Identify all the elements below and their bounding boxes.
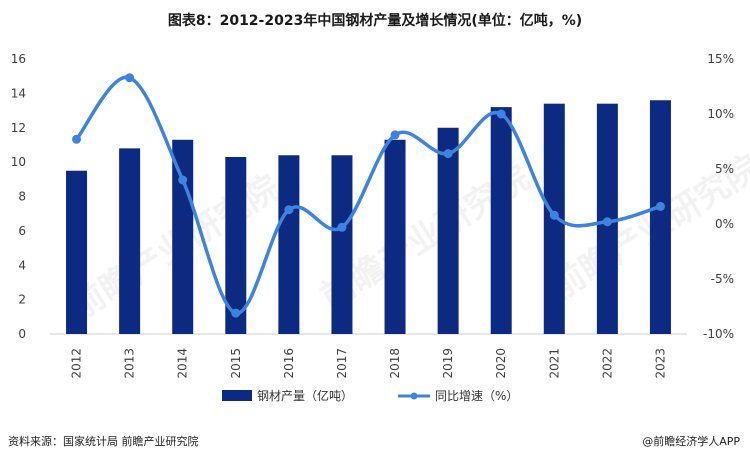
- y-right-tick-label: 10%: [707, 107, 734, 121]
- x-tick-label: 2012: [70, 348, 84, 379]
- x-tick-label: 2019: [441, 348, 455, 379]
- bar: [278, 155, 300, 334]
- x-tick-label: 2013: [123, 348, 137, 379]
- legend: 钢材产量（亿吨） 同比增速（%）: [222, 388, 518, 403]
- y-right-tick-label: 0%: [715, 217, 734, 231]
- bar: [490, 107, 512, 334]
- bar: [649, 100, 671, 334]
- y-left-tick-label: 10: [11, 155, 26, 169]
- x-tick-label: 2018: [388, 348, 402, 379]
- x-tick-label: 2014: [176, 348, 190, 379]
- growth-point: [125, 73, 135, 83]
- growth-point: [549, 210, 559, 220]
- bar: [172, 139, 194, 334]
- legend-bar-label: 钢材产量（亿吨）: [257, 388, 353, 403]
- x-tick-label: 2023: [653, 348, 667, 379]
- growth-point: [178, 175, 188, 185]
- x-tick-label: 2021: [547, 348, 561, 379]
- growth-point: [284, 205, 294, 215]
- growth-point: [337, 222, 347, 232]
- growth-point: [496, 109, 506, 119]
- legend-bar-swatch: [222, 390, 252, 401]
- y-left-tick-label: 2: [18, 293, 26, 307]
- x-tick-label: 2016: [282, 348, 296, 379]
- chart-title: 图表8：2012-2023年中国钢材产量及增长情况(单位：亿吨，%): [167, 13, 583, 29]
- bar: [119, 148, 141, 334]
- growth-point: [72, 134, 82, 144]
- y-left-tick-label: 14: [11, 86, 26, 100]
- bar: [66, 170, 88, 334]
- chart: 前瞻产业研究院 前瞻产业研究院 前瞻产业研究院 0246810121416-10…: [11, 52, 750, 403]
- x-tick-label: 2017: [335, 348, 349, 379]
- growth-point: [390, 130, 400, 140]
- growth-point: [655, 201, 665, 211]
- growth-point: [602, 217, 612, 227]
- legend-line-marker: [410, 392, 418, 400]
- x-tick-label: 2020: [494, 348, 508, 379]
- bar: [225, 156, 247, 334]
- bar: [437, 127, 459, 334]
- y-left-tick-label: 6: [18, 224, 26, 238]
- growth-point: [231, 308, 241, 318]
- y-left-tick-label: 12: [11, 121, 26, 135]
- bar: [331, 155, 353, 334]
- y-left-tick-label: 0: [18, 327, 26, 341]
- bar: [384, 139, 406, 334]
- source-note: 资料来源：国家统计局 前瞻产业研究院: [8, 435, 199, 448]
- y-right-tick-label: -5%: [711, 272, 734, 286]
- y-right-tick-label: 5%: [715, 162, 734, 176]
- y-left-tick-label: 8: [18, 190, 26, 204]
- legend-line-label: 同比增速（%）: [435, 389, 518, 403]
- brand-note: @前瞻经济学人APP: [642, 435, 740, 448]
- y-left-tick-label: 16: [11, 52, 26, 66]
- y-left-tick-label: 4: [18, 258, 26, 272]
- y-right-tick-label: 15%: [707, 52, 734, 66]
- growth-point: [443, 149, 453, 159]
- x-tick-label: 2022: [600, 348, 614, 379]
- x-tick-label: 2015: [229, 348, 243, 379]
- y-right-tick-label: -10%: [703, 327, 734, 341]
